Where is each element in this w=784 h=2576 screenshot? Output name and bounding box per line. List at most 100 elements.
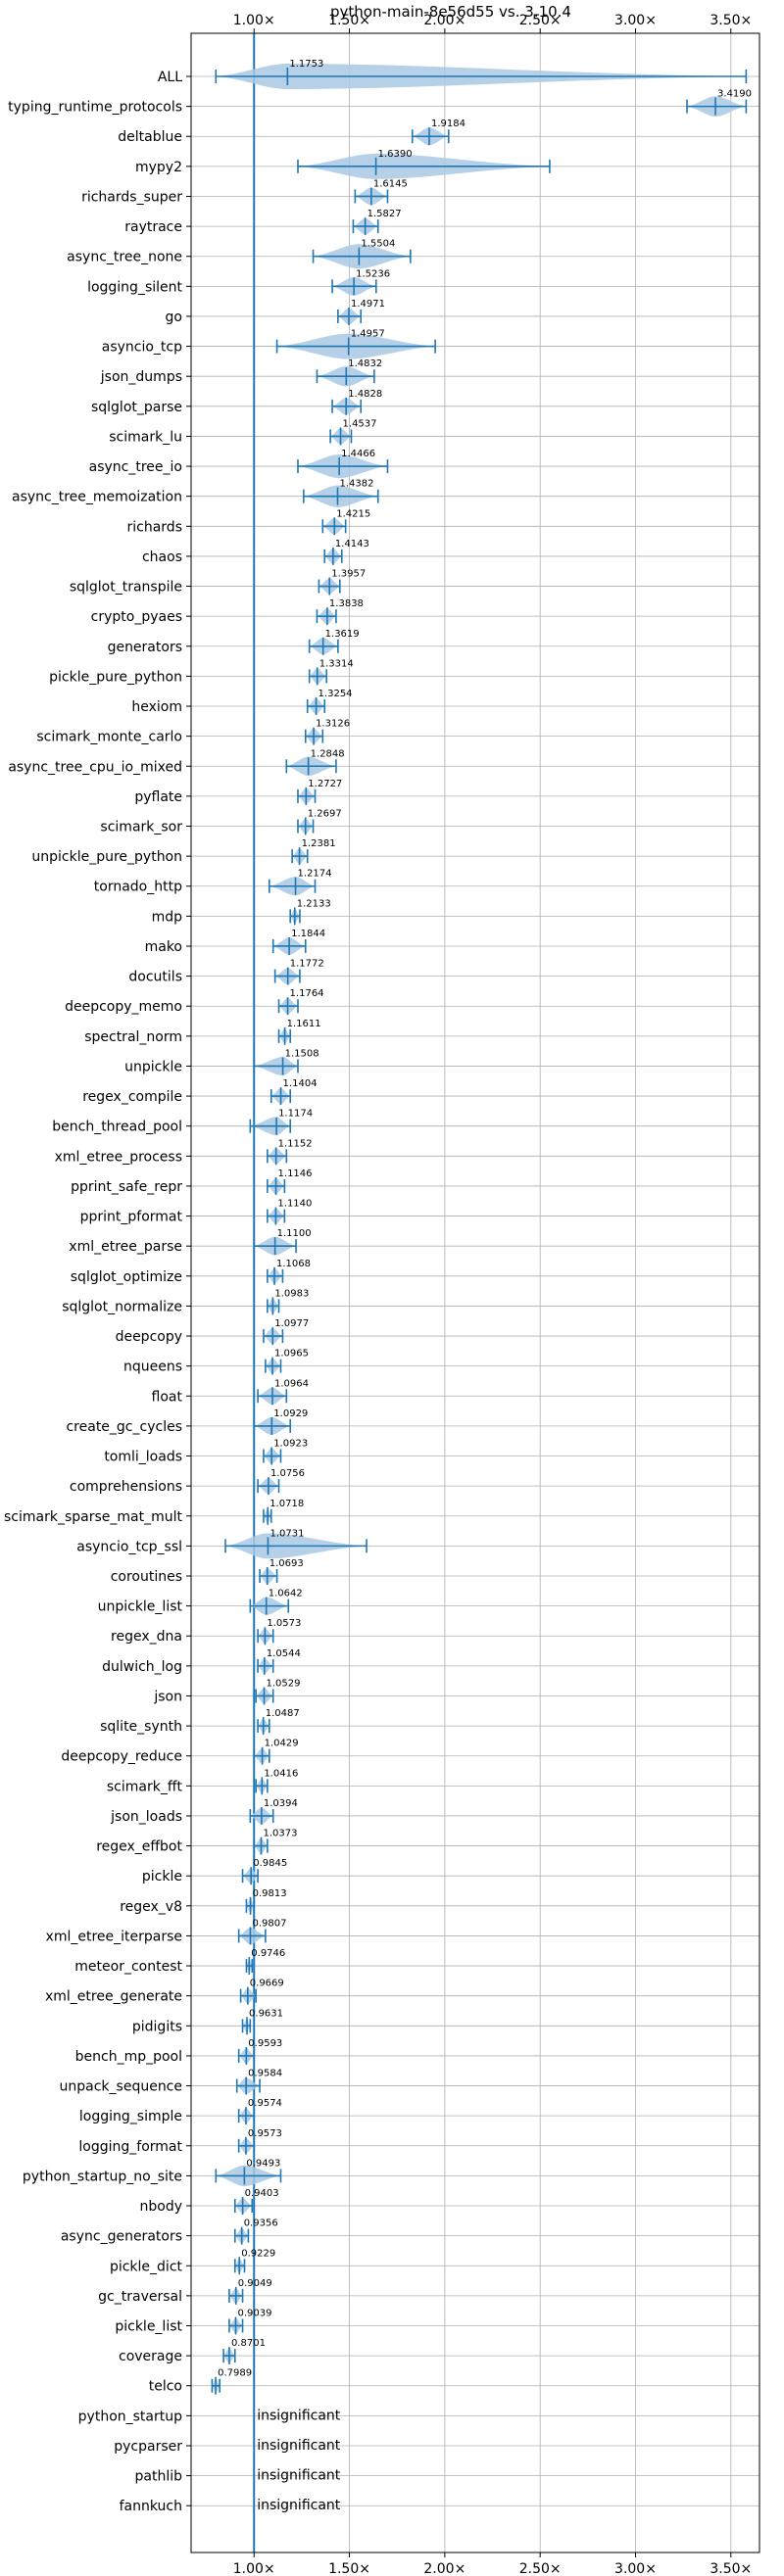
value-label-sqlite-synth: 1.0487 xyxy=(266,1708,300,1719)
benchmark-label-regex-v8: regex_v8 xyxy=(120,1899,182,1915)
value-label-pickle-list: 0.9039 xyxy=(238,2309,272,2319)
value-label-logging-simple: 0.9574 xyxy=(248,2098,282,2109)
value-label-regex-v8: 0.9813 xyxy=(253,1888,287,1899)
benchmark-label-comprehensions: comprehensions xyxy=(70,1479,182,1495)
benchmark-label-nqueens: nqueens xyxy=(123,1360,182,1375)
benchmark-label-async-tree-io: async_tree_io xyxy=(89,459,182,475)
value-label-spectral-norm: 1.1611 xyxy=(287,1019,321,1029)
value-label-raytrace: 1.5827 xyxy=(368,209,402,219)
benchmark-label-json: json xyxy=(153,1689,182,1704)
value-label-sqlglot-optimize: 1.1068 xyxy=(276,1259,311,1269)
benchmark-label-json-loads: json_loads xyxy=(110,1809,182,1825)
benchmark-label-mako: mako xyxy=(145,939,182,955)
value-label-xml-etree-process: 1.1152 xyxy=(278,1138,313,1149)
plot-frame xyxy=(190,32,760,2553)
value-label-json-loads: 1.0394 xyxy=(264,1798,298,1809)
value-label-go: 1.4971 xyxy=(351,299,385,310)
value-label-telco: 0.7989 xyxy=(218,2368,252,2379)
benchmark-label-deepcopy-reduce: deepcopy_reduce xyxy=(61,1749,182,1765)
value-label-unpack-sequence: 0.9584 xyxy=(248,2069,282,2079)
x-tick-label-bottom: 1.00× xyxy=(233,2561,275,2576)
benchmark-label-deepcopy: deepcopy xyxy=(116,1329,182,1345)
value-label-mako: 1.1844 xyxy=(291,929,325,939)
benchmark-label-chaos: chaos xyxy=(142,549,182,565)
benchmark-label-raytrace: raytrace xyxy=(124,219,182,235)
benchmark-label-dulwich-log: dulwich_log xyxy=(102,1659,182,1675)
benchmark-label-python-startup-no-site: python_startup_no_site xyxy=(23,2169,182,2184)
benchmark-label-pickle-list: pickle_list xyxy=(115,2319,182,2335)
insignificant-label-python-startup: insignificant xyxy=(257,2408,341,2423)
chart-title: python-main-8e56d55 vs. 3.10.4 xyxy=(330,3,571,21)
value-label-bench-thread-pool: 1.1174 xyxy=(278,1109,313,1120)
value-label-scimark-lu: 1.4537 xyxy=(343,418,377,429)
benchmark-label-sqlglot-normalize: sqlglot_normalize xyxy=(62,1299,182,1314)
benchmark-label-nbody: nbody xyxy=(140,2199,183,2215)
x-tick-label-bottom: 3.50× xyxy=(710,2561,752,2576)
benchmark-label-pickle-pure-python: pickle_pure_python xyxy=(49,669,182,685)
x-tick-label-top: 3.50× xyxy=(710,13,752,28)
benchmark-label-scimark-monte-carlo: scimark_monte_carlo xyxy=(36,730,182,745)
value-label-richards-super: 1.6145 xyxy=(373,178,408,189)
value-label-regex-dna: 1.0573 xyxy=(267,1618,301,1629)
value-label-richards: 1.4215 xyxy=(336,508,370,519)
value-label-pickle: 0.9845 xyxy=(253,1858,287,1869)
value-label-xml-etree-parse: 1.1100 xyxy=(277,1228,312,1239)
value-label-sqlglot-transpile: 1.3957 xyxy=(331,569,366,580)
benchmark-label-pyflate: pyflate xyxy=(134,789,182,805)
x-tick-label-bottom: 2.00× xyxy=(423,2561,466,2576)
benchmark-label-python-startup: python_startup xyxy=(78,2409,182,2424)
value-label-pidigits: 0.9631 xyxy=(249,2008,283,2019)
benchmark-label-create-gc-cycles: create_gc_cycles xyxy=(66,1419,182,1435)
label-layer: 1.00× 1.00× 1.50× 1.50× 2.00× 2.00× 2.50× 2.50×… xyxy=(4,13,752,2576)
benchmark-label-regex-effbot: regex_effbot xyxy=(96,1839,182,1855)
benchmark-label-xml-etree-iterparse: xml_etree_iterparse xyxy=(46,1929,182,1944)
value-label-bench-mp-pool: 0.9593 xyxy=(248,2038,282,2049)
benchmark-label-logging-format: logging_format xyxy=(78,2139,182,2155)
benchmark-label-gc-traversal: gc_traversal xyxy=(98,2289,182,2305)
value-label-deltablue: 1.9184 xyxy=(431,119,466,129)
value-label-meteor-contest: 0.9746 xyxy=(251,1948,285,1959)
benchmark-label-json-dumps: json_dumps xyxy=(100,369,182,385)
benchmark-label-deepcopy-memo: deepcopy_memo xyxy=(65,999,182,1015)
benchmark-label-tomli-loads: tomli_loads xyxy=(104,1450,182,1465)
benchmark-label-async-tree-memoization: async_tree_memoization xyxy=(12,490,182,505)
value-label-pyflate: 1.2727 xyxy=(308,779,342,789)
value-label-tomli-loads: 1.0923 xyxy=(273,1439,308,1450)
value-label-generators: 1.3619 xyxy=(325,629,360,640)
value-label-deepcopy: 1.0977 xyxy=(274,1318,309,1329)
benchmark-label-scimark-fft: scimark_fft xyxy=(107,1779,183,1794)
value-label-pprint-safe-repr: 1.1146 xyxy=(278,1169,313,1179)
value-label-unpickle: 1.1508 xyxy=(285,1048,319,1059)
benchmark-label-pickle: pickle xyxy=(142,1869,182,1884)
benchmark-label-hexiom: hexiom xyxy=(131,699,182,715)
value-label-coroutines: 1.0693 xyxy=(270,1558,304,1569)
benchmark-label-coroutines: coroutines xyxy=(111,1569,182,1585)
benchmark-label-mypy2: mypy2 xyxy=(135,160,182,175)
benchmark-label-regex-dna: regex_dna xyxy=(111,1629,182,1645)
value-label-nbody: 0.9403 xyxy=(245,2188,279,2199)
benchmark-label-xml-etree-process: xml_etree_process xyxy=(55,1149,182,1165)
value-label-async-tree-cpu-io-mixed: 1.2848 xyxy=(311,748,345,759)
value-label-deepcopy-memo: 1.1764 xyxy=(290,988,324,999)
value-label-unpickle-pure-python: 1.2381 xyxy=(302,838,336,849)
value-label-coverage: 0.8701 xyxy=(231,2338,266,2349)
violin-layer xyxy=(211,33,748,2552)
value-label-comprehensions: 1.0756 xyxy=(270,1468,305,1479)
value-label-async-tree-memoization: 1.4382 xyxy=(340,479,374,490)
benchmark-label-pathlib: pathlib xyxy=(135,2469,183,2485)
value-label-mdp: 1.2133 xyxy=(297,898,331,909)
value-label-async-tree-none: 1.5504 xyxy=(361,239,395,250)
value-label-gc-traversal: 0.9049 xyxy=(238,2278,272,2289)
benchmark-label-sqlite-synth: sqlite_synth xyxy=(100,1719,182,1735)
value-label-xml-etree-iterparse: 0.9807 xyxy=(252,1918,286,1929)
benchmark-label-telco: telco xyxy=(149,2379,182,2395)
benchmark-label-all: ALL xyxy=(158,70,182,85)
value-label-docutils: 1.1772 xyxy=(290,959,324,970)
value-label-scimark-monte-carlo: 1.3126 xyxy=(316,719,350,730)
value-label-chaos: 1.4143 xyxy=(335,539,369,549)
value-label-regex-effbot: 1.0373 xyxy=(263,1829,297,1839)
benchmark-label-sqlglot-parse: sqlglot_parse xyxy=(91,400,182,415)
benchmark-label-sqlglot-transpile: sqlglot_transpile xyxy=(70,580,182,596)
value-label-pickle-dict: 0.9229 xyxy=(241,2248,275,2259)
benchmark-label-unpickle: unpickle xyxy=(124,1059,182,1074)
